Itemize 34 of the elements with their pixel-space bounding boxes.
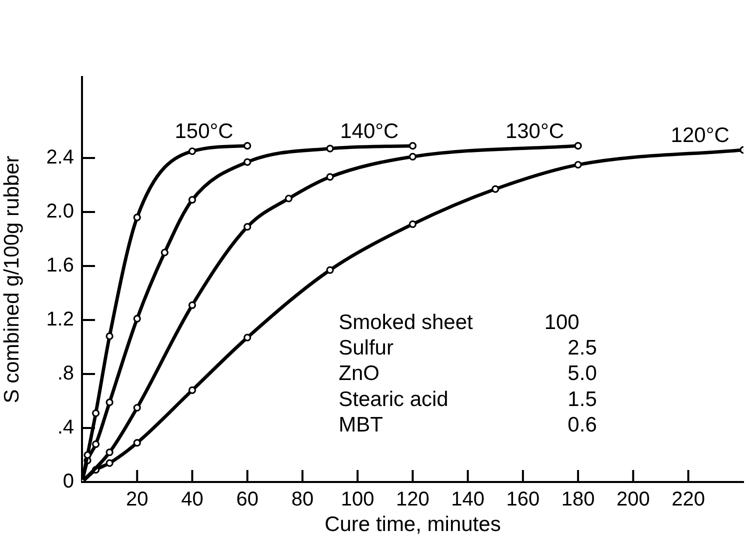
y-tick-label: .8 (57, 362, 74, 385)
x-tick-label: 180 (561, 488, 595, 511)
y-tick-label: 1.2 (46, 308, 74, 331)
y-tick-label: 1.6 (46, 254, 74, 277)
x-tick-label: 120 (396, 488, 430, 511)
annotation: 2.5 (568, 336, 597, 360)
x-tick-label: 160 (506, 488, 540, 511)
annotation: 5.0 (568, 362, 597, 386)
x-tick-label: 20 (126, 488, 148, 511)
series-label: 140°C (340, 120, 399, 143)
annotation: 100 (544, 311, 580, 334)
x-tick-label: 200 (616, 488, 650, 511)
x-tick-label: 60 (236, 488, 258, 511)
x-tick-label: 140 (451, 488, 485, 511)
series-label: 130°C (505, 120, 564, 143)
annotation: ZnO (338, 362, 380, 386)
annotation: MBT (338, 413, 384, 436)
y-tick-label: .4 (57, 416, 74, 439)
y-axis-title: S combined g/100g rubber (0, 156, 24, 404)
y-tick-label: 2.0 (46, 200, 74, 223)
x-axis-title: Cure time, minutes (324, 513, 501, 536)
x-tick-label: 220 (672, 488, 705, 511)
y-tick-label: 2.4 (46, 146, 74, 169)
annotation: 1.5 (568, 388, 597, 411)
series-label: 120°C (670, 124, 730, 147)
y-tick-label: 0 (62, 470, 74, 493)
annotation: Smoked sheet (338, 311, 474, 334)
x-tick-label: 80 (291, 488, 314, 511)
x-tick-label: 40 (181, 488, 204, 511)
annotation: Stearic acid (338, 388, 448, 411)
annotation: Sulfur (338, 336, 394, 360)
series-label: 150°C (174, 120, 234, 143)
annotation: 0.6 (568, 413, 597, 436)
x-tick-label: 100 (340, 488, 374, 511)
